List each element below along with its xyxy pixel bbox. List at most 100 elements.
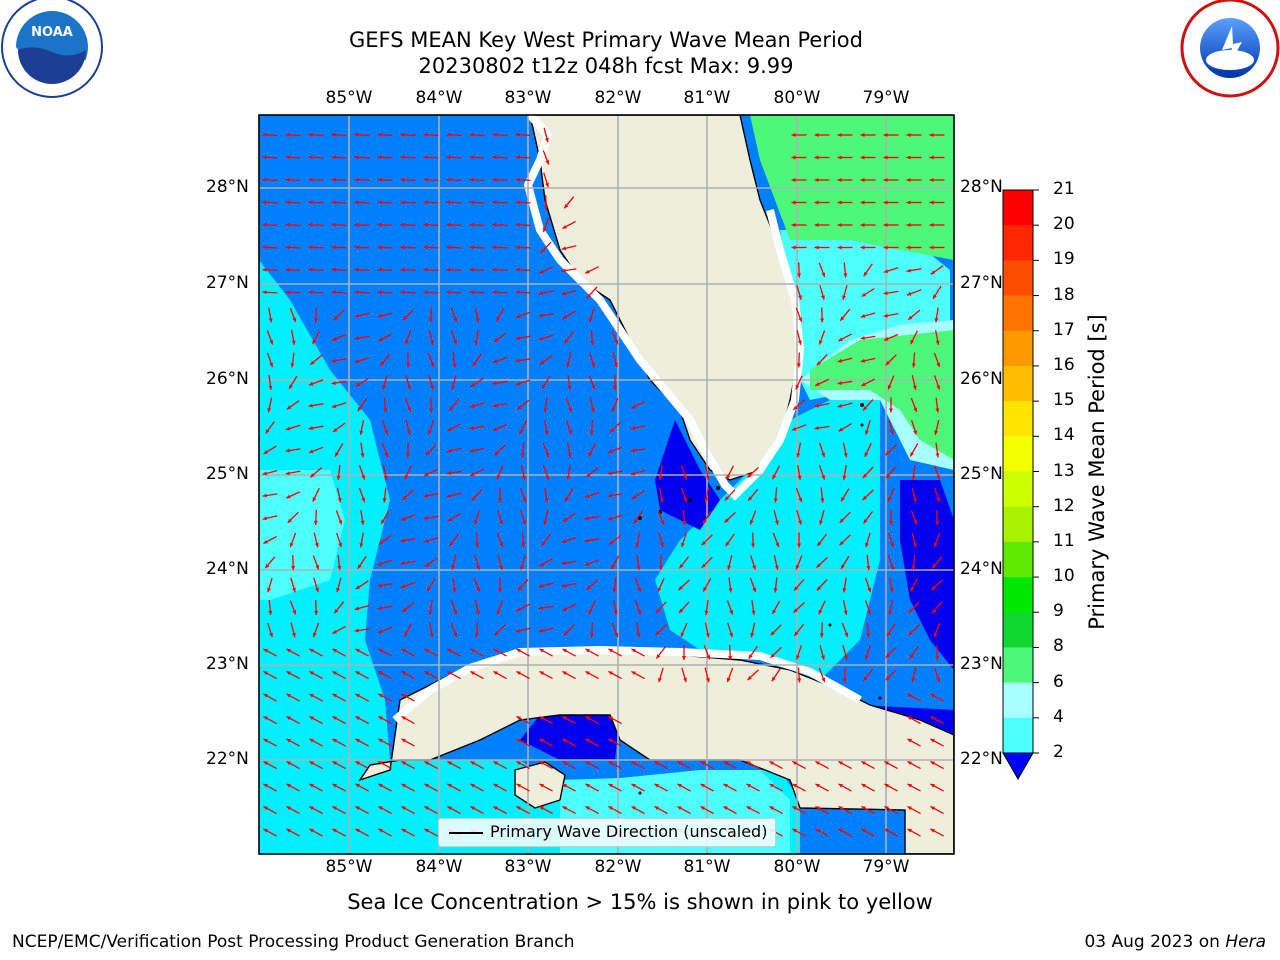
- lat-label-left: 23°N: [206, 654, 249, 674]
- wave-arrow-head: [798, 317, 803, 322]
- wave-arrow-head: [633, 519, 638, 524]
- wave-arrow-head: [452, 363, 457, 368]
- wave-arrow-head: [561, 246, 567, 251]
- wave-arrow-head: [335, 452, 339, 457]
- wave-arrow-head: [308, 132, 313, 137]
- wave-arrow-head: [378, 629, 383, 634]
- wave-arrow-head: [423, 493, 428, 498]
- wave-arrow-head: [935, 340, 940, 345]
- wave-arrow-head: [728, 655, 733, 660]
- wave-arrow-head: [331, 155, 336, 160]
- colorbar-tick-label: 18: [1053, 284, 1075, 305]
- colorbar-tick-label: 9: [1053, 601, 1064, 622]
- wave-arrow-head: [401, 806, 406, 811]
- wave-arrow-head: [447, 783, 452, 788]
- wave-arrow-head: [910, 587, 915, 592]
- wave-arrow-head: [656, 608, 661, 614]
- wave-arrow-head: [401, 671, 406, 676]
- wave-arrow-head: [913, 430, 917, 435]
- wave-arrow-head: [906, 223, 911, 227]
- wave-arrow-head: [631, 761, 636, 766]
- wave-arrow-head: [498, 498, 502, 503]
- wave-arrow-head: [818, 340, 823, 345]
- wave-arrow-head: [515, 267, 520, 272]
- wave-arrow-head: [723, 806, 728, 811]
- wave-arrow-head: [400, 561, 405, 565]
- wave-arrow-head: [749, 520, 754, 525]
- wave-arrow-head: [355, 738, 360, 743]
- wave-arrow-head: [538, 291, 543, 296]
- lat-label-left: 22°N: [206, 749, 249, 769]
- wave-arrow-head: [262, 245, 267, 250]
- wave-arrow-head: [861, 783, 866, 788]
- wave-arrow-head: [332, 806, 337, 811]
- wave-arrow-head: [520, 565, 524, 570]
- wave-arrow-head: [539, 671, 544, 676]
- wave-arrow-head: [400, 200, 405, 205]
- wave-arrow-head: [561, 583, 566, 588]
- legend-line-swatch: [449, 832, 483, 834]
- wave-arrow-head: [587, 293, 592, 299]
- wave-arrow-head: [860, 200, 865, 205]
- wave-arrow-head: [910, 452, 914, 457]
- wave-arrow-head: [313, 520, 318, 525]
- wave-arrow-head: [493, 427, 498, 431]
- wave-arrow-head: [889, 408, 893, 413]
- wave-arrow-head: [446, 493, 452, 498]
- wave-arrow-head: [883, 223, 888, 227]
- wave-arrow-head: [285, 426, 291, 431]
- wave-arrow-head: [355, 693, 360, 698]
- wave-arrow-head: [837, 358, 842, 363]
- wave-arrow-head: [930, 738, 935, 743]
- wave-arrow-head: [400, 155, 405, 160]
- wave-arrow-head: [499, 542, 504, 547]
- wave-arrow-head: [262, 267, 267, 272]
- wave-arrow-head: [331, 177, 336, 182]
- lon-label-bottom: 81°W: [683, 857, 731, 877]
- wave-arrow-head: [354, 290, 359, 295]
- wave-arrow-head: [844, 655, 848, 660]
- wave-arrow-head: [842, 475, 847, 480]
- wave-arrow-head: [677, 761, 682, 766]
- colorbar-band: [1003, 717, 1033, 754]
- wave-arrow-head: [378, 738, 383, 743]
- wave-arrow-head: [423, 155, 428, 160]
- wave-arrow-head: [608, 806, 613, 811]
- wave-arrow-head: [404, 474, 409, 480]
- wave-arrow-head: [726, 474, 731, 480]
- wave-arrow-head: [447, 806, 452, 811]
- colorbar-band: [1003, 612, 1033, 648]
- wave-arrow-head: [332, 761, 337, 766]
- wave-arrow-head: [728, 588, 733, 593]
- wave-arrow-head: [814, 245, 819, 250]
- wave-arrow-head: [860, 245, 865, 250]
- wave-arrow-head: [309, 648, 314, 653]
- wave-arrow-head: [314, 542, 319, 548]
- wave-arrow-head: [377, 222, 382, 227]
- wave-arrow-head: [522, 520, 526, 525]
- wave-arrow-head: [331, 222, 336, 227]
- wave-arrow-head: [861, 292, 867, 297]
- wave-arrow-head: [285, 155, 290, 160]
- wave-arrow-head: [883, 133, 888, 137]
- wave-arrow-head: [332, 629, 337, 634]
- wave-arrow-head: [492, 267, 497, 272]
- wave-arrow-head: [907, 738, 912, 743]
- wave-arrow-head: [867, 610, 871, 615]
- wave-arrow-head: [263, 761, 268, 766]
- wave-arrow-head: [607, 471, 612, 476]
- wave-arrow-head: [932, 608, 937, 614]
- wave-arrow-head: [584, 516, 589, 520]
- lat-label-right: 25°N: [960, 464, 1003, 484]
- wave-arrow-head: [378, 693, 383, 698]
- wave-arrow-head: [446, 177, 451, 182]
- wave-arrow-head: [544, 498, 549, 503]
- wave-arrow-head: [930, 693, 935, 698]
- wave-arrow-head: [377, 177, 382, 182]
- wave-arrow-head: [423, 516, 428, 520]
- wave-arrow-head: [704, 610, 709, 615]
- lon-label-top: 84°W: [415, 88, 463, 108]
- wave-arrow-head: [705, 475, 710, 480]
- wave-arrow-head: [929, 223, 934, 227]
- map-legend: Primary Wave Direction (unscaled): [438, 818, 776, 847]
